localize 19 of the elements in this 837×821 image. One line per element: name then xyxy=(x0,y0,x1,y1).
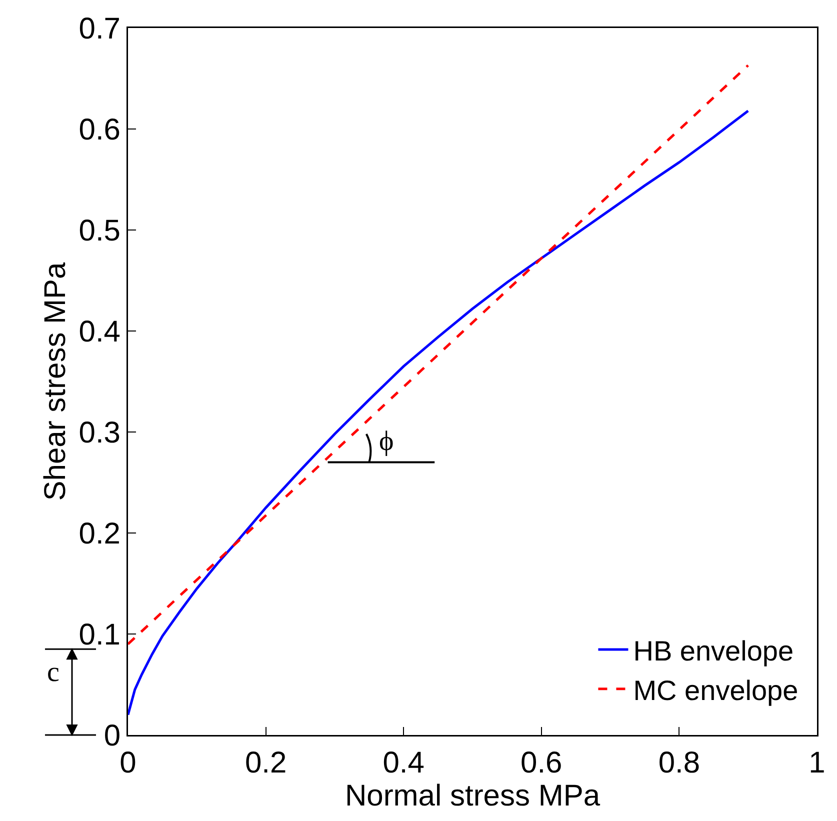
annotation: ϕ xyxy=(379,426,394,457)
y-tick-label: 0.7 xyxy=(78,12,120,46)
x-tick-label: 0.6 xyxy=(520,746,562,780)
x-tick-label: 0.4 xyxy=(382,746,424,780)
legend-label: HB envelope xyxy=(633,635,794,666)
x-tick-label: 0.8 xyxy=(658,746,700,780)
y-tick-label: 0.5 xyxy=(78,214,120,248)
legend-label: MC envelope xyxy=(633,674,798,706)
y-tick-label: 0.2 xyxy=(78,518,120,550)
x-tick-label: 1 xyxy=(808,746,826,780)
y-tick-label: 0.6 xyxy=(78,114,120,146)
x-axis-title: Normal stress MPa xyxy=(344,780,600,812)
x-tick-label: 0.2 xyxy=(244,746,287,780)
y-axis-title: Shear stress MPa xyxy=(39,262,72,501)
y-tick-label: 0 xyxy=(104,720,120,752)
y-tick-label: 0.3 xyxy=(78,416,120,450)
text: c xyxy=(47,657,60,688)
y-tick-label: 0.1 xyxy=(78,618,120,652)
y-tick-label: 0.4 xyxy=(78,316,120,348)
